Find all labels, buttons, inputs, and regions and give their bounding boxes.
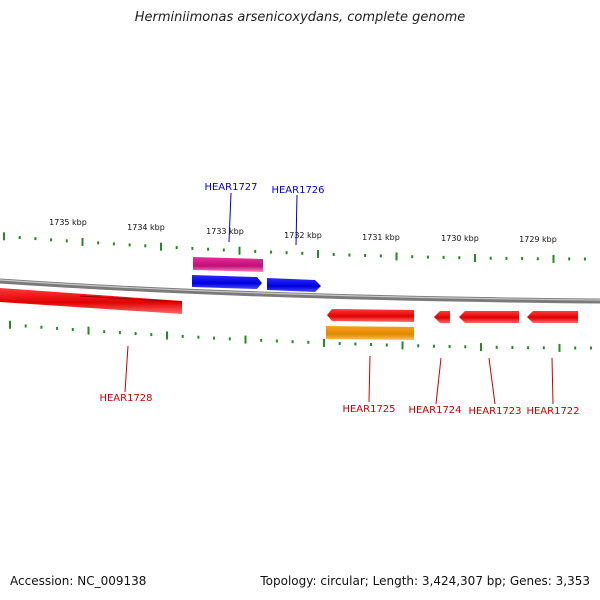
topology-text: Topology: circular; Length: 3,424,307 bp… — [260, 574, 590, 588]
leader-hear1722 — [551, 357, 554, 405]
leader-hear1727 — [228, 192, 232, 243]
leader-hear1723 — [488, 357, 496, 405]
leader-hear1726 — [295, 194, 298, 246]
gene-label-hear1722[interactable]: HEAR1722 — [526, 406, 579, 417]
inner-scale-ticks — [9, 320, 592, 352]
outer-scale-ticks — [3, 232, 586, 263]
leader-hear1728 — [124, 345, 129, 393]
gene-hear1727-arrow[interactable] — [192, 275, 262, 289]
tick-label-1732: 1732 kbp — [284, 231, 322, 240]
gene-label-hear1727[interactable]: HEAR1727 — [204, 182, 257, 193]
gene-hear1726-arrow[interactable] — [267, 278, 321, 292]
leader-hear1725 — [368, 355, 371, 403]
gene-hear1723-arrow[interactable] — [459, 311, 519, 323]
tick-label-1735: 1735 kbp — [49, 218, 87, 227]
gene-label-hear1726[interactable]: HEAR1726 — [271, 185, 324, 196]
tick-label-1731: 1731 kbp — [362, 233, 400, 242]
forward-feature-bar[interactable] — [193, 257, 263, 272]
accession-text: Accession: NC_009138 — [10, 574, 147, 588]
genome-backbone — [0, 278, 600, 304]
gene-label-hear1723[interactable]: HEAR1723 — [468, 406, 521, 417]
tick-label-1729: 1729 kbp — [519, 235, 557, 244]
tick-label-1734: 1734 kbp — [127, 223, 165, 232]
tick-label-1733: 1733 kbp — [206, 227, 244, 236]
gene-hear1724-arrow[interactable] — [434, 311, 450, 323]
leader-hear1724 — [435, 357, 442, 405]
gene-label-hear1728[interactable]: HEAR1728 — [99, 393, 152, 404]
gene-hear1722-arrow[interactable] — [527, 311, 578, 323]
tick-label-1730: 1730 kbp — [441, 234, 479, 243]
genome-title: Herminiimonas arsenicoxydans, complete g… — [134, 10, 466, 25]
gene-label-hear1725[interactable]: HEAR1725 — [342, 404, 395, 415]
gene-hear1728-arrow[interactable] — [0, 288, 182, 314]
gene-label-hear1724[interactable]: HEAR1724 — [408, 405, 461, 416]
gene-hear1725-arrow[interactable] — [327, 309, 414, 322]
reverse-feature-bar[interactable] — [326, 326, 414, 340]
